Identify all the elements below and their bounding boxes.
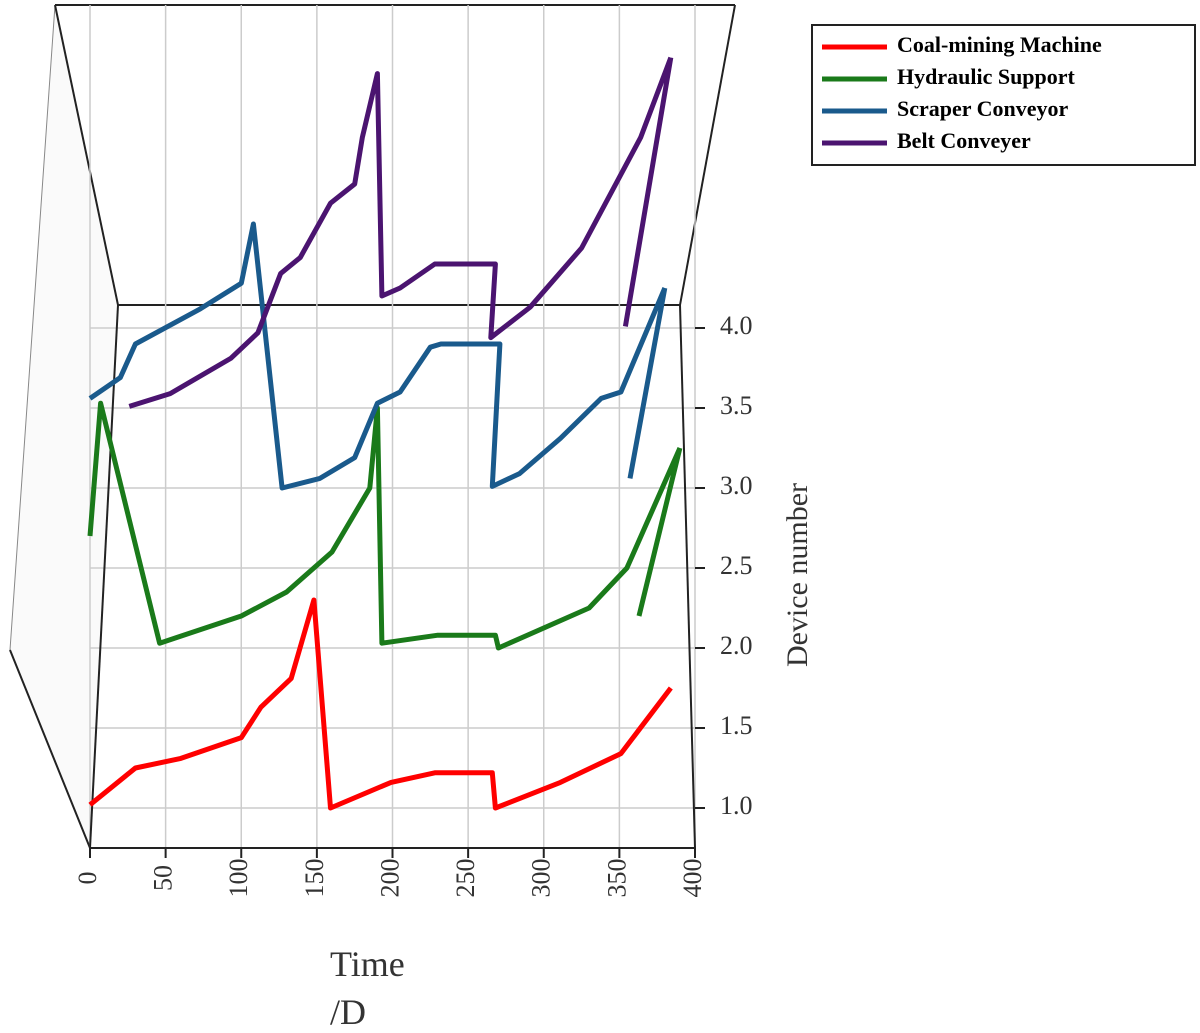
y-tick-label: 1.0 xyxy=(720,791,753,820)
y-tick-label: 3.5 xyxy=(720,391,753,420)
frame xyxy=(9,4,736,849)
y-tick-label: 2.0 xyxy=(720,631,753,660)
legend-label: Scraper Conveyor xyxy=(897,96,1069,121)
x-tick-label: 400 xyxy=(678,859,707,898)
x-tick-label: 350 xyxy=(602,859,631,898)
x-tick-label: 300 xyxy=(527,859,556,898)
legend-label: Hydraulic Support xyxy=(897,64,1076,89)
y-tick-label: 4.0 xyxy=(720,311,753,340)
y-axis xyxy=(679,304,696,849)
x-tick-label: 100 xyxy=(224,859,253,898)
x-tick-label: 0 xyxy=(73,872,102,885)
y-axis-title: Device number xyxy=(781,483,814,667)
x-tick-label: 50 xyxy=(149,865,178,891)
x-axis-title: Time /D xyxy=(330,944,405,1032)
x-tick-label: 200 xyxy=(375,859,404,898)
legend: Coal-mining Machine Hydraulic Support Scra… xyxy=(811,24,1196,166)
series-line xyxy=(88,597,673,811)
x-tick-label: 150 xyxy=(300,859,329,898)
legend-label: Coal-mining Machine xyxy=(897,32,1102,57)
y-tick-label: 1.5 xyxy=(720,711,753,740)
y-tick-label: 2.5 xyxy=(720,551,753,580)
x-tick-label: 250 xyxy=(451,859,480,898)
y-tick-label: 3.0 xyxy=(720,471,753,500)
series-line xyxy=(88,221,668,491)
legend-label: Belt Conveyer xyxy=(897,128,1031,153)
series-line xyxy=(87,400,683,651)
series-line xyxy=(128,56,674,409)
left-axis xyxy=(89,304,119,849)
